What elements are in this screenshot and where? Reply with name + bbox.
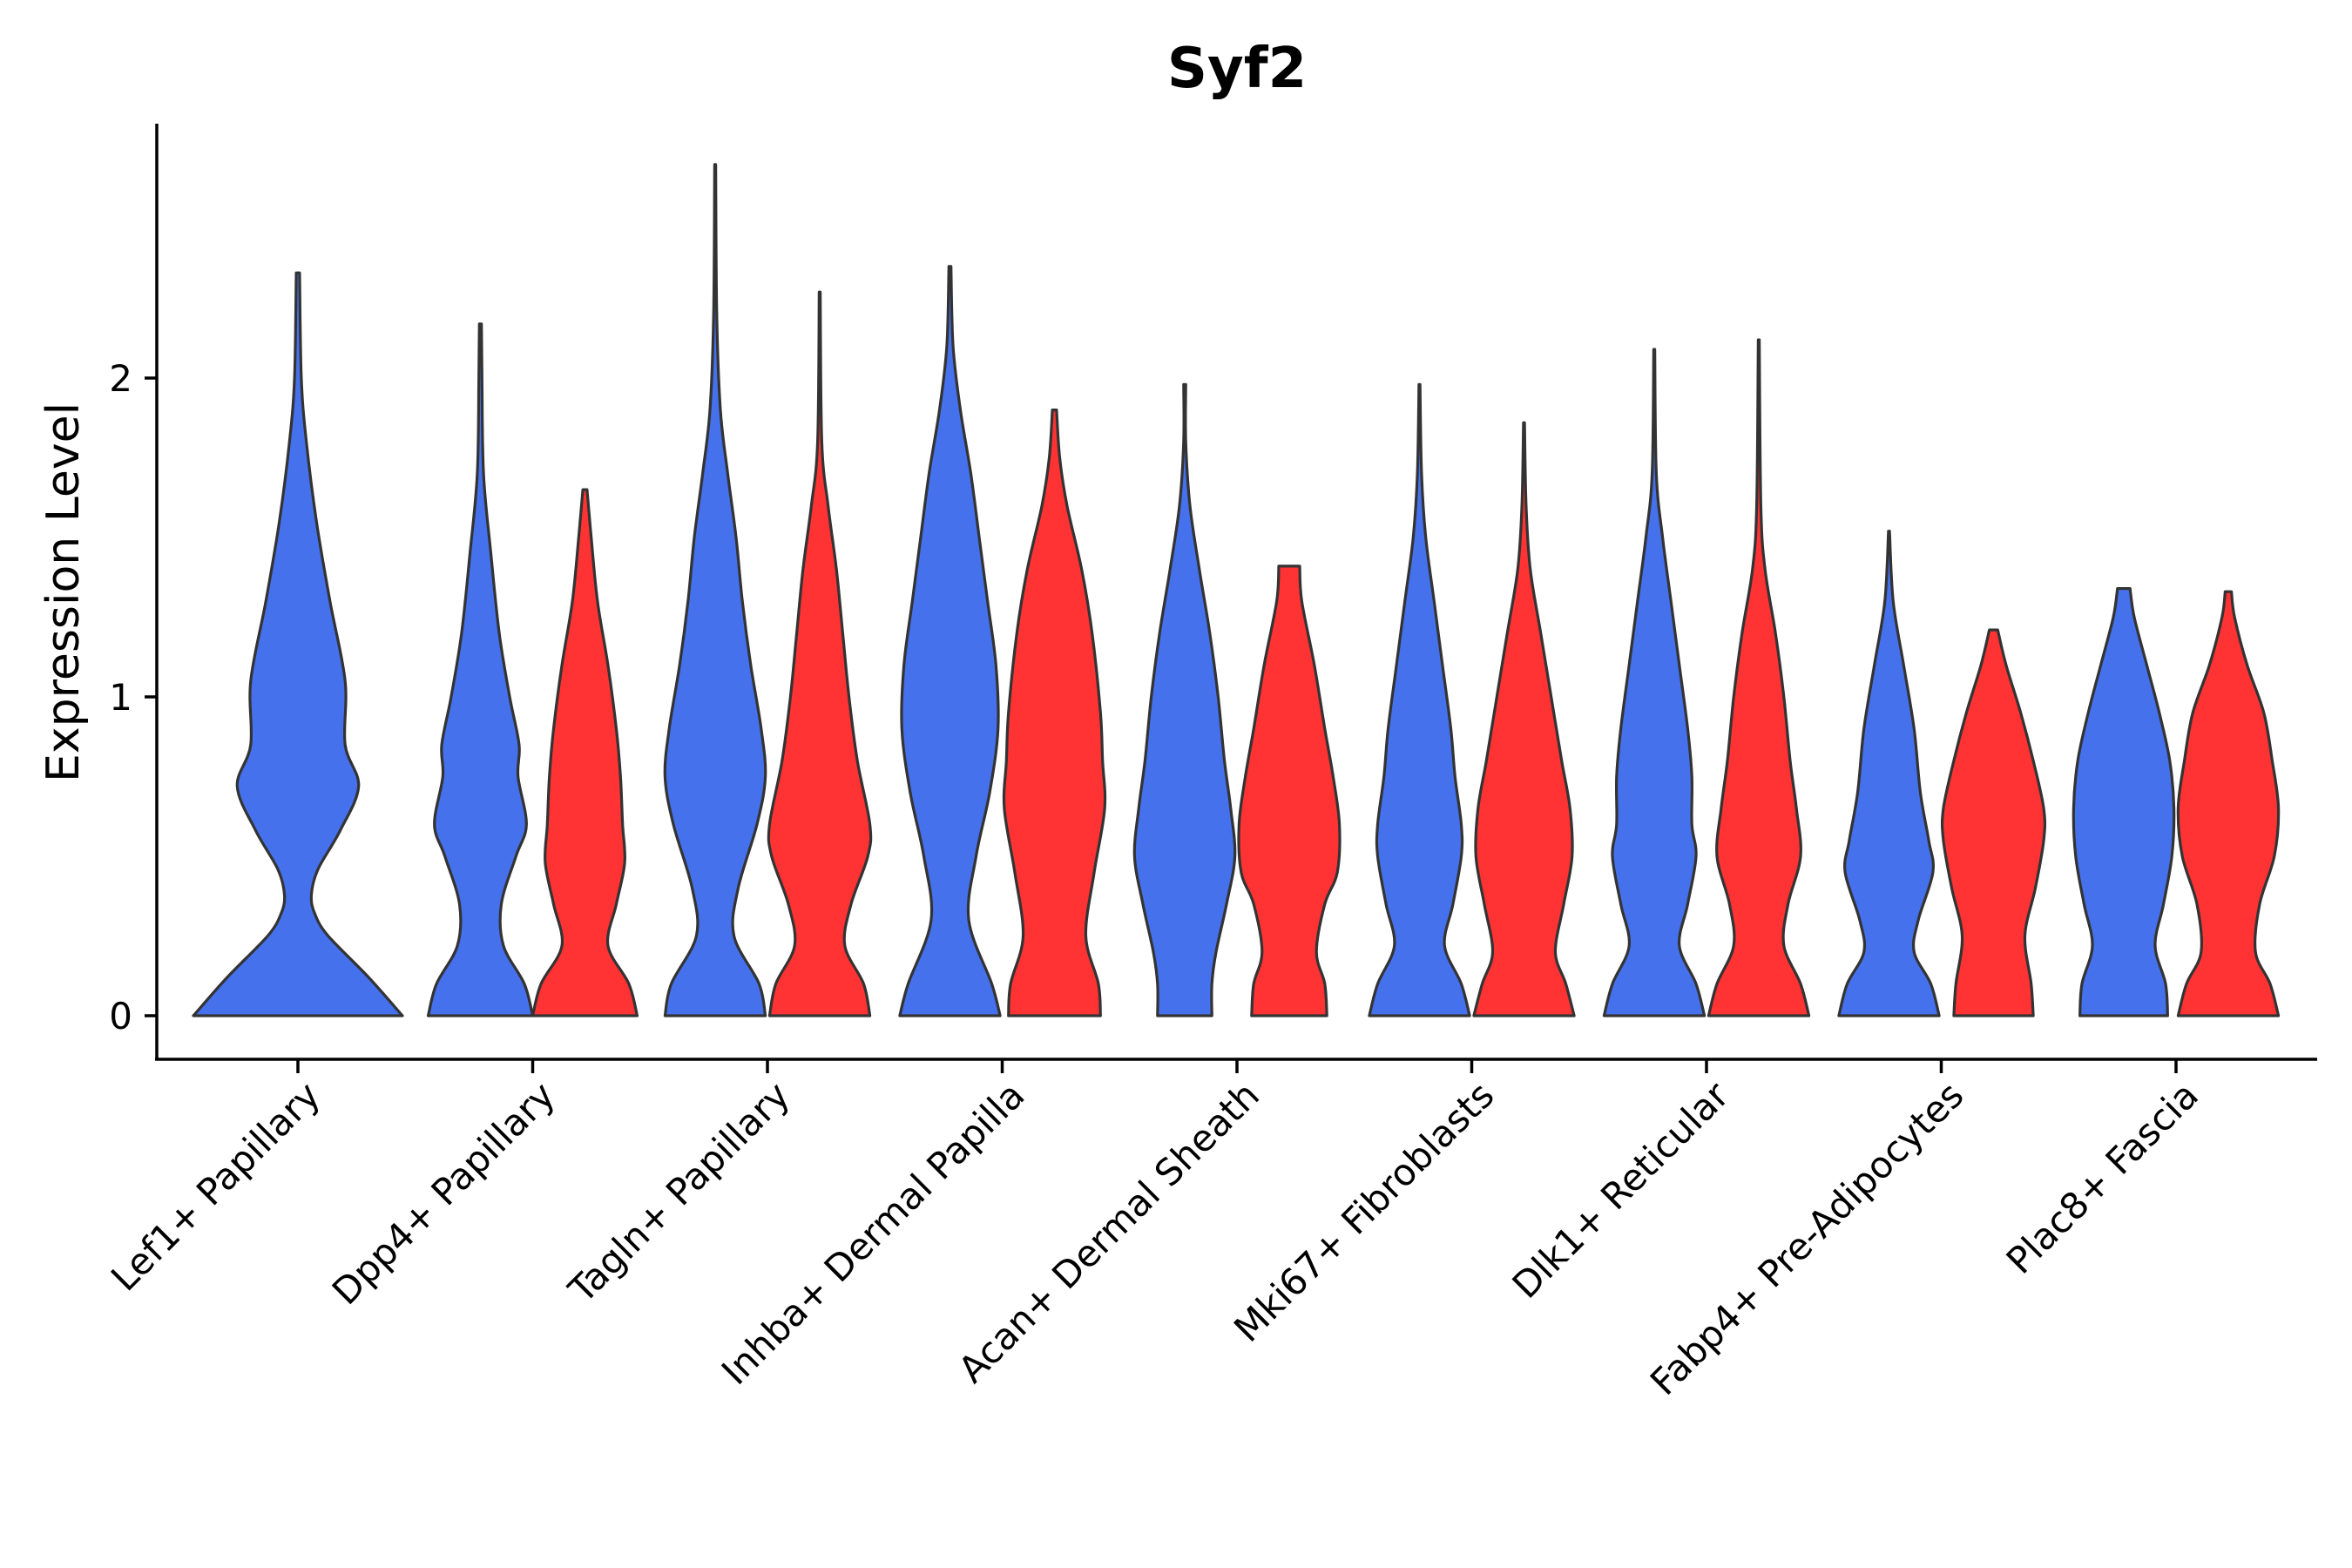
violin-group1 [426, 322, 535, 1017]
violin-group2 [767, 290, 873, 1017]
violin-group2 [531, 488, 639, 1017]
violin-group2 [1940, 628, 2047, 1017]
y-tick-label: 0 [109, 995, 132, 1037]
x-tick-label: Dpp4+ Papillary [324, 1073, 564, 1313]
violin-group1 [663, 163, 767, 1017]
x-tick-label: Tagln+ Papillary [560, 1073, 798, 1311]
violin-group2 [2176, 590, 2281, 1017]
x-tick-label: Mki67+ Fibroblasts [1226, 1073, 1502, 1349]
y-axis: 0 1 2 [109, 124, 159, 1059]
x-tick-label: Plac8+ Fascia [1998, 1073, 2207, 1281]
y-tick-label: 1 [109, 676, 132, 719]
chart-title: Syf2 [1167, 37, 1307, 101]
violin-group1 [1602, 348, 1707, 1017]
violin-group1 [1132, 382, 1237, 1017]
violin-group2 [1002, 409, 1107, 1017]
violin-group1 [1837, 530, 1941, 1017]
violin-group1 [1368, 382, 1471, 1017]
violin-group2 [1707, 338, 1811, 1017]
y-tick-label: 2 [109, 357, 132, 400]
violin-group1 [192, 271, 404, 1017]
violin-group1 [898, 265, 1002, 1017]
violin-layer [192, 163, 2281, 1017]
violin-group2 [1237, 564, 1342, 1017]
y-axis-title: Expression Level [37, 402, 90, 782]
x-tick-label: Lef1+ Papillary [103, 1073, 328, 1299]
violin-group1 [2072, 587, 2176, 1017]
violin-group2 [1472, 421, 1576, 1017]
x-tick-label: Dlk1+ Reticular [1504, 1073, 1738, 1307]
